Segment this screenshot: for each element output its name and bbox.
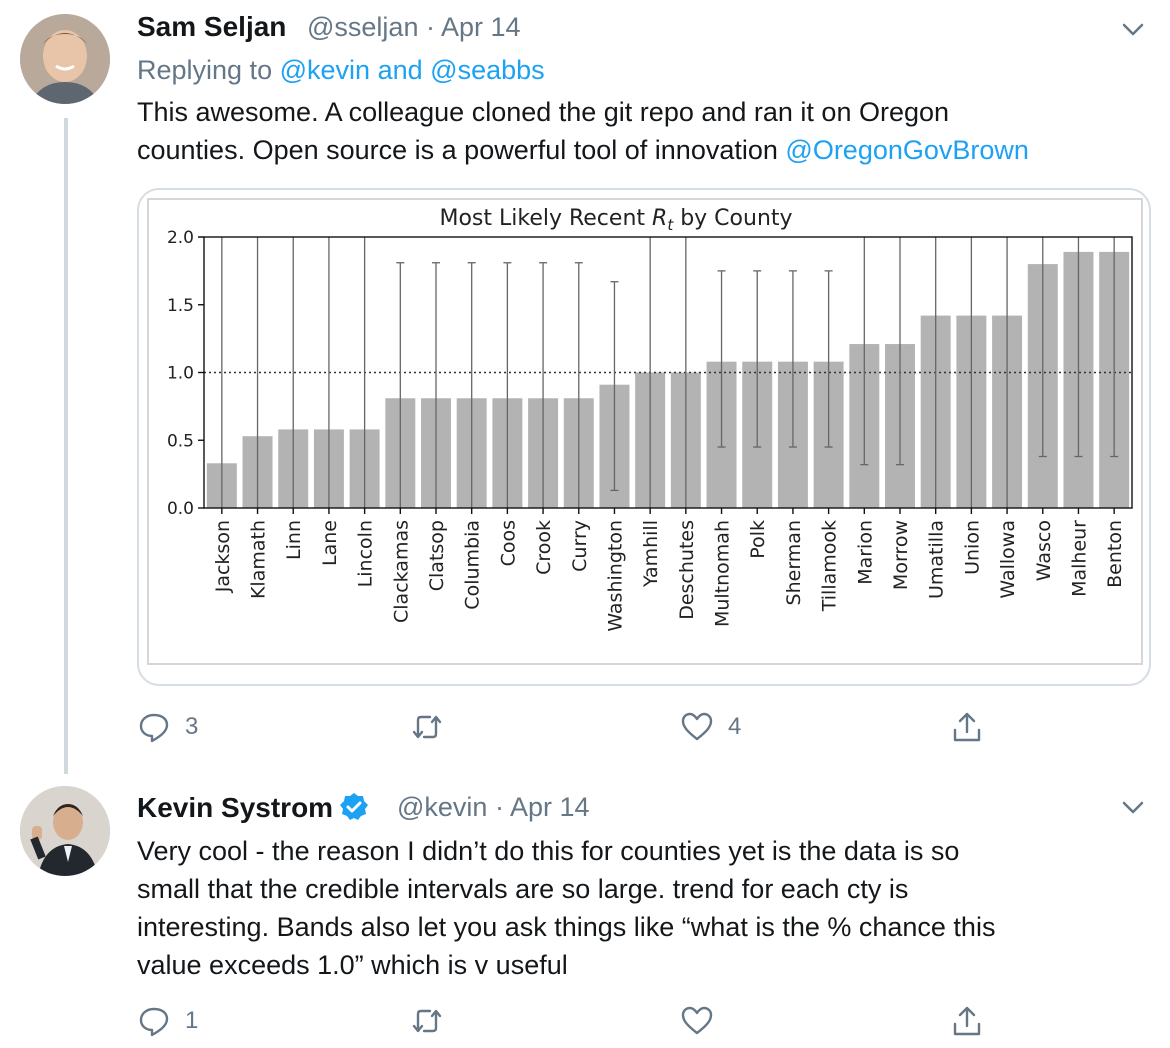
like-button[interactable]: 4: [680, 710, 741, 744]
tweet-text: This awesome. A colleague cloned the git…: [137, 93, 1029, 169]
chart-title-subscript: t: [667, 216, 674, 234]
author-name[interactable]: Sam Seljan: [137, 11, 287, 42]
retweet-icon: [412, 1009, 442, 1033]
x-tick-label: Jackson: [212, 520, 234, 593]
meta-separator: ·: [425, 12, 435, 42]
retweet-icon: [412, 715, 442, 739]
reply-icon: [139, 713, 169, 743]
x-tick-label: Linn: [283, 520, 305, 560]
x-tick-label: Yamhill: [640, 520, 662, 588]
retweet-button[interactable]: [410, 1004, 458, 1038]
like-button[interactable]: [680, 1004, 728, 1038]
tweet-text-line: value exceeds 1.0” which is v useful: [137, 950, 568, 980]
tweet-text-line: interesting. Bands also let you ask thin…: [137, 912, 996, 942]
x-tick-label: Benton: [1104, 520, 1126, 588]
tweet-text-line: This awesome. A colleague cloned the git…: [137, 97, 950, 127]
x-tick-label: Deschutes: [676, 520, 698, 620]
y-tick-label: 0.0: [167, 499, 194, 519]
x-tick-label: Lincoln: [355, 520, 377, 587]
avatar-kevin-systrom[interactable]: [20, 786, 110, 876]
x-tick-label: Clackamas: [390, 520, 412, 623]
replying-user-link[interactable]: @seabbs: [430, 55, 545, 85]
rt-bar-chart: Most Likely Recent Rt by County 0.0 0.5 1.…: [147, 198, 1143, 665]
x-tick-label: Sherman: [783, 520, 805, 605]
x-tick-label: Wasco: [1033, 520, 1055, 581]
x-tick-label: Wallowa: [997, 520, 1019, 599]
x-tick-label: Curry: [569, 520, 591, 572]
avatar-image: [20, 14, 110, 104]
share-button[interactable]: [950, 710, 984, 744]
reply-count: 1: [185, 1007, 199, 1034]
x-tick-label: Lane: [319, 520, 341, 566]
tweet-text-line: Very cool - the reason I didn’t do this …: [137, 836, 960, 866]
avatar-image: [20, 786, 110, 876]
chevron-down-icon[interactable]: [1118, 14, 1148, 44]
x-tick-label: Union: [961, 520, 983, 575]
x-tick-label: Multnomah: [712, 520, 734, 627]
plot-area: 0.0 0.5 1.0 1.5 2.0 Jackson Klamath Linn Lane Lin…: [167, 228, 1133, 632]
heart-icon: [681, 712, 713, 741]
author-handle[interactable]: @kevin: [397, 792, 488, 822]
reply-count: 3: [185, 713, 199, 740]
reply-button[interactable]: 1: [137, 1004, 198, 1038]
share-button[interactable]: [950, 1004, 984, 1038]
chart-title: Most Likely Recent Rt by County: [439, 206, 792, 234]
thread-line: [64, 118, 68, 774]
replying-and: and: [377, 55, 423, 85]
y-tick-label: 0.5: [167, 431, 194, 451]
heart-icon: [681, 1006, 713, 1035]
avatar-sam-seljan[interactable]: [20, 14, 110, 104]
x-tick-label: Marion: [854, 520, 876, 585]
tweet-date[interactable]: Apr 14: [441, 12, 521, 42]
tweet-text-segment: counties. Open source is a powerful tool…: [137, 135, 778, 165]
share-icon: [953, 712, 981, 742]
chart-title-symbol: R: [652, 206, 667, 231]
x-tick-label: Washington: [604, 520, 626, 632]
replying-user-link[interactable]: @kevin: [279, 55, 371, 85]
tweet-text-line: counties. Open source is a powerful tool…: [137, 131, 1029, 169]
reply-button[interactable]: 3: [137, 710, 198, 744]
chevron-down-icon[interactable]: [1118, 792, 1148, 822]
x-tick-label: Coos: [497, 520, 519, 566]
chart-title-end: by County: [673, 206, 792, 231]
mention-link[interactable]: @OregonGovBrown: [785, 135, 1029, 165]
tweet-text: Very cool - the reason I didn’t do this …: [137, 832, 995, 984]
tweet-date[interactable]: Apr 14: [509, 792, 590, 822]
x-tick-label: Morrow: [890, 520, 912, 590]
retweet-button[interactable]: [410, 710, 458, 744]
x-tick-label: Klamath: [248, 520, 270, 599]
meta-separator: ·: [494, 792, 504, 822]
x-tick-label: Malheur: [1068, 520, 1090, 597]
replying-to: Replying to @kevin and @seabbs: [137, 55, 545, 86]
y-tick-label: 1.5: [167, 296, 194, 316]
like-count: 4: [728, 713, 742, 740]
x-tick-label: Columbia: [462, 520, 484, 610]
verified-badge-icon: [340, 793, 369, 820]
tweet-meta: @kevin · Apr 14: [397, 792, 590, 823]
y-tick-label: 2.0: [167, 228, 194, 248]
author-name[interactable]: Kevin Systrom: [137, 792, 334, 823]
x-tick-label: Clatsop: [426, 520, 448, 591]
tweet-text-line: small that the credible intervals are so…: [137, 874, 909, 904]
replying-prefix: Replying to: [137, 55, 273, 85]
tweet-image-card[interactable]: Most Likely Recent Rt by County 0.0 0.5 1.…: [137, 188, 1151, 686]
tweet-meta: @sseljan · Apr 14: [307, 12, 521, 43]
chart-title-main: Most Likely Recent: [439, 206, 652, 231]
x-tick-label: Crook: [533, 520, 555, 575]
x-tick-label: Polk: [747, 520, 769, 559]
author-name-line: Kevin Systrom: [137, 792, 369, 824]
share-icon: [953, 1006, 981, 1036]
author-handle[interactable]: @sseljan: [307, 12, 419, 42]
x-tick-label: Tillamook: [819, 520, 841, 612]
reply-icon: [139, 1007, 169, 1037]
y-tick-label: 1.0: [167, 364, 194, 384]
x-tick-label: Umatilla: [926, 520, 948, 599]
